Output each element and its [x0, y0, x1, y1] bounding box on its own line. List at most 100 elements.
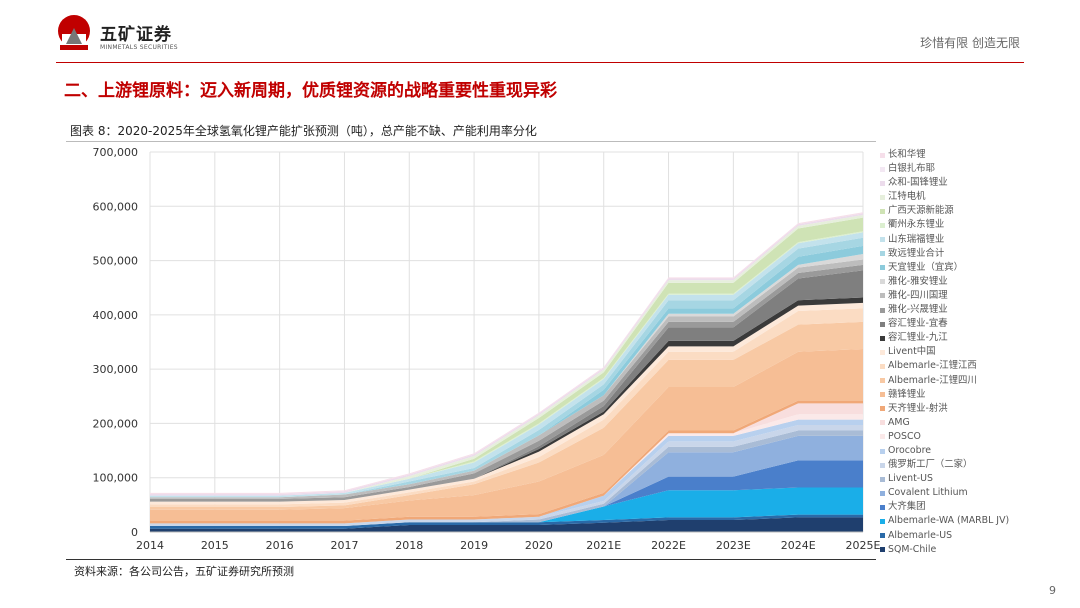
- legend-label: 容汇锂业-九江: [888, 332, 948, 344]
- legend-swatch: [880, 265, 885, 271]
- y-tick-label: 500,000: [93, 255, 139, 268]
- legend-swatch: [880, 434, 885, 440]
- legend-swatch: [880, 335, 885, 341]
- legend-item: 雅化-四川国理: [880, 289, 1009, 303]
- area-series: [150, 259, 863, 499]
- legend-item: 山东瑞福锂业: [880, 233, 1009, 247]
- area-series: [150, 245, 863, 498]
- legend-item: Albemarle-WA (MARBL JV): [880, 514, 1009, 528]
- x-tick-label: 2020: [525, 539, 553, 552]
- legend-label: Livent-US: [888, 473, 933, 485]
- legend-label: 广西天源新能源: [888, 205, 954, 217]
- legend-label: 雅化-兴晟锂业: [888, 304, 948, 316]
- legend-item: 雅化-雅安锂业: [880, 275, 1009, 289]
- legend-swatch: [880, 533, 885, 539]
- legend-swatch: [880, 547, 885, 553]
- area-series: [150, 400, 863, 524]
- legend-label: 白银扎布耶: [888, 163, 935, 175]
- legend-swatch: [880, 490, 885, 496]
- area-series: [150, 435, 863, 527]
- legend-swatch: [880, 392, 885, 398]
- legend-label: Livent中国: [888, 346, 936, 358]
- legend-label: 赣锋锂业: [888, 388, 926, 400]
- y-tick-label: 700,000: [93, 146, 139, 159]
- x-tick-label: 2021E: [586, 539, 621, 552]
- legend-swatch: [880, 406, 885, 412]
- area-series: [150, 514, 863, 529]
- legend-label: SQM-Chile: [888, 543, 937, 555]
- chart-caption: 图表 8：2020-2025年全球氢氧化锂产能扩张预测（吨），总产能不缺、产能利…: [70, 124, 537, 138]
- legend-label: Albemarle-江锂江西: [888, 360, 977, 372]
- y-tick-label: 300,000: [93, 363, 139, 376]
- source-divider: [66, 559, 876, 560]
- source-note: 资料来源：各公司公告，五矿证券研究所预测: [74, 565, 294, 578]
- area-series: [150, 217, 863, 496]
- x-tick-label: 2019: [460, 539, 488, 552]
- legend-item: 赣锋锂业: [880, 388, 1009, 402]
- area-series: [150, 231, 863, 496]
- area-series: [150, 308, 863, 508]
- area-series: [150, 487, 863, 527]
- legend-swatch: [880, 293, 885, 299]
- legend-label: POSCO: [888, 430, 921, 442]
- legend-swatch: [880, 166, 885, 172]
- x-tick-label: 2016: [266, 539, 294, 552]
- area-series: [150, 321, 863, 510]
- legend-swatch: [880, 180, 885, 186]
- legend-item: Livent-US: [880, 472, 1009, 486]
- legend-item: Livent中国: [880, 345, 1009, 359]
- legend-item: 容汇锂业-宜春: [880, 317, 1009, 331]
- area-series: [150, 264, 863, 502]
- y-tick-label: 400,000: [93, 309, 139, 322]
- legend-swatch: [880, 378, 885, 384]
- legend-label: Orocobre: [888, 444, 932, 456]
- legend-swatch: [880, 208, 885, 214]
- legend-swatch: [880, 349, 885, 355]
- legend-label: 大齐集团: [888, 501, 926, 513]
- legend-item: Albemarle-江锂四川: [880, 374, 1009, 388]
- area-series: [150, 254, 863, 498]
- legend-swatch: [880, 518, 885, 524]
- legend-item: 白银扎布耶: [880, 162, 1009, 176]
- legend-label: 衢州永东锂业: [888, 219, 945, 231]
- legend-item: 衢州永东锂业: [880, 218, 1009, 232]
- legend-label: 俄罗斯工厂（二家）: [888, 459, 973, 471]
- legend-label: 山东瑞福锂业: [888, 233, 945, 245]
- legend-label: 江特电机: [888, 191, 926, 203]
- legend-item: 长和华锂: [880, 148, 1009, 162]
- area-series: [150, 403, 863, 524]
- y-tick-label: 200,000: [93, 417, 139, 430]
- legend-label: 容汇锂业-宜春: [888, 318, 948, 330]
- legend-swatch: [880, 448, 885, 454]
- slide-title: 二、上游锂原料：迈入新周期，优质锂资源的战略重要性重现异彩: [64, 81, 557, 101]
- legend-item: 俄罗斯工厂（二家）: [880, 458, 1009, 472]
- legend-label: Covalent Lithium: [888, 487, 968, 499]
- legend-label: 天齐锂业-射洪: [888, 402, 948, 414]
- legend-item: 众和-国锋锂业: [880, 176, 1009, 190]
- legend-item: 天齐锂业-射洪: [880, 402, 1009, 416]
- legend-label: 雅化-四川国理: [888, 289, 948, 301]
- x-tick-label: 2024E: [781, 539, 816, 552]
- brand-name: 五矿证券: [100, 25, 172, 45]
- legend-label: 众和-国锋锂业: [888, 177, 948, 189]
- legend-item: Orocobre: [880, 444, 1009, 458]
- x-tick-label: 2015: [201, 539, 229, 552]
- y-tick-label: 600,000: [93, 200, 139, 213]
- legend-swatch: [880, 476, 885, 482]
- legend-item: 广西天源新能源: [880, 204, 1009, 218]
- legend-swatch: [880, 279, 885, 285]
- area-series: [150, 517, 863, 532]
- legend-label: 雅化-雅安锂业: [888, 275, 948, 287]
- legend-swatch: [880, 251, 885, 257]
- legend-item: AMG: [880, 416, 1009, 430]
- legend-label: Albemarle-WA (MARBL JV): [888, 515, 1010, 527]
- legend-swatch: [880, 307, 885, 313]
- x-tick-label: 2018: [395, 539, 423, 552]
- legend-label: AMG: [888, 416, 910, 428]
- legend-label: 长和华锂: [888, 149, 926, 160]
- legend-swatch: [880, 321, 885, 327]
- area-series: [150, 349, 863, 521]
- x-tick-label: 2023E: [716, 539, 751, 552]
